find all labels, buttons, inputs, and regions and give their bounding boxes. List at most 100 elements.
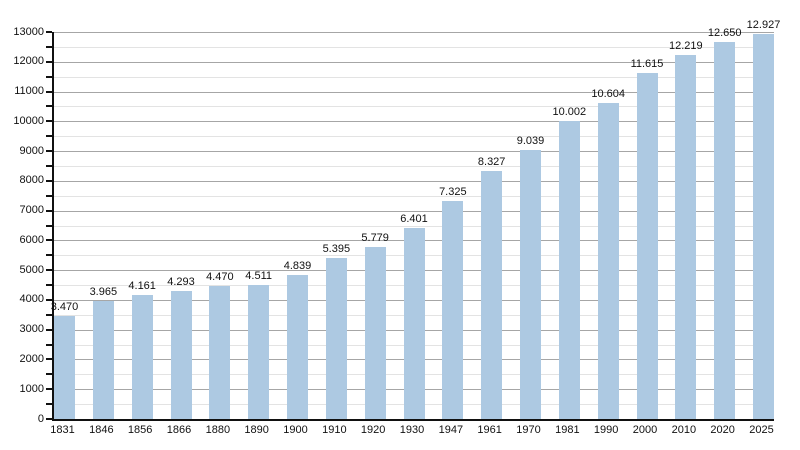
plot-area: 3.470 3.965 4.161 4.293 4.470 4.511 4.839 5.395… (46, 19, 780, 421)
y-axis-tick (46, 388, 52, 391)
gridline-minor (54, 195, 774, 197)
y-axis-tick-label: 8000 (19, 174, 44, 187)
x-axis-tick-label: 1961 (477, 424, 502, 436)
bar-value-label: 5.395 (322, 243, 351, 256)
bar-value-label: 5.779 (361, 231, 389, 244)
x-axis-tick-label: 1846 (89, 424, 114, 436)
gridline-minor (54, 225, 774, 227)
y-axis-tick (46, 105, 52, 108)
y-axis-tick (46, 179, 52, 182)
y-axis-tick-label: 1000 (19, 382, 44, 395)
x-axis-labels: 1831 1846 1856 1866 1880 1890 1900 1910 1920 1930… (50, 424, 774, 440)
gridline-major (54, 151, 774, 153)
y-axis-tick (46, 298, 52, 301)
bar-value-label: 12.650 (707, 27, 742, 40)
y-axis-tick (46, 313, 52, 316)
gridline-minor (54, 46, 774, 48)
gridline-major (54, 210, 774, 212)
bar (403, 228, 425, 419)
y-axis-tick (46, 135, 52, 138)
bar (753, 34, 774, 419)
gridline-major (54, 61, 774, 63)
gridline-major (54, 32, 774, 33)
x-axis-tick-label: 1990 (593, 424, 619, 436)
bar-value-label: 7.325 (439, 185, 467, 198)
y-axis-tick-label: 4000 (19, 293, 44, 306)
bar-value-label: 4.470 (206, 270, 234, 283)
bar (325, 258, 347, 419)
y-axis-tick (46, 269, 52, 272)
bar-value-label: 12.927 (746, 19, 781, 32)
x-axis-tick-label: 2025 (749, 424, 774, 436)
y-axis-tick (46, 254, 52, 257)
bar-value-label: 4.839 (283, 259, 312, 272)
y-axis-labels: 0 1000 2000 3000 4000 5000 6000 7000 8000 9000 100… (0, 0, 44, 450)
x-axis-tick-label: 1856 (127, 424, 153, 436)
bar (442, 200, 464, 419)
y-axis-tick (46, 343, 52, 346)
bar (675, 55, 697, 419)
x-axis-tick-label: 2010 (671, 424, 697, 436)
x-axis-tick-label: 1920 (360, 424, 386, 436)
x-axis-tick-label: 2000 (632, 424, 658, 436)
bar (170, 291, 192, 419)
y-axis-tick (46, 224, 52, 227)
bar (209, 285, 231, 419)
y-axis-tick (46, 373, 52, 376)
y-axis-tick-label: 13000 (13, 25, 44, 38)
bar-value-label: 3.965 (89, 285, 118, 298)
x-axis-tick-label: 1981 (555, 424, 580, 436)
bar (364, 246, 386, 419)
bar (520, 149, 541, 419)
y-axis-tick-label: 0 (37, 412, 44, 425)
x-axis-tick-label: 1890 (244, 424, 269, 436)
bar (54, 315, 75, 419)
y-axis-tick (46, 164, 52, 167)
y-axis-tick-label: 5000 (19, 263, 44, 276)
y-axis-tick (46, 328, 52, 331)
y-axis-tick (46, 120, 52, 123)
bar (714, 42, 736, 419)
bar (597, 103, 619, 419)
bar (248, 284, 270, 419)
y-axis-tick-label: 9000 (19, 144, 44, 157)
y-axis-tick (46, 209, 52, 212)
x-axis-tick-label: 1831 (50, 424, 75, 436)
y-axis-tick-label: 7000 (19, 204, 44, 217)
bar-value-label: 3.470 (50, 300, 79, 313)
bar-value-label: 4.161 (128, 280, 156, 293)
x-axis-tick-label: 1900 (283, 424, 308, 436)
bar-value-label: 4.511 (245, 269, 273, 282)
bar-value-label: 8.327 (477, 156, 506, 169)
y-axis-tick (46, 284, 52, 287)
gridline-major (54, 180, 774, 182)
y-axis-tick (46, 31, 52, 33)
y-axis-tick (46, 418, 52, 420)
y-axis-tick-label: 2000 (19, 352, 44, 365)
gridline-major (54, 91, 774, 93)
bar (287, 274, 308, 419)
bar (636, 73, 658, 419)
gridline-minor (54, 136, 774, 138)
gridline-minor (54, 106, 774, 108)
y-axis-tick-label: 11000 (14, 85, 44, 98)
bar-value-label: 12.219 (669, 40, 703, 53)
bar-value-label: 9.039 (516, 134, 545, 147)
y-axis-tick (46, 358, 52, 361)
y-axis-tick (46, 194, 52, 197)
y-axis-tick (46, 90, 52, 93)
y-axis-tick-label: 12000 (13, 55, 44, 68)
x-axis-tick-label: 1866 (166, 424, 192, 436)
bar (92, 300, 114, 419)
bar-value-label: 11.615 (630, 58, 664, 71)
bar-value-label: 10.604 (591, 88, 625, 101)
x-axis-tick-label: 1930 (399, 424, 425, 436)
y-axis-tick (46, 75, 52, 78)
bar-value-label: 6.401 (400, 213, 428, 226)
gridline-minor (54, 165, 774, 167)
gridline-major (54, 121, 774, 123)
bar (558, 121, 580, 419)
bar (481, 171, 503, 419)
bar-value-label: 4.293 (167, 276, 195, 289)
